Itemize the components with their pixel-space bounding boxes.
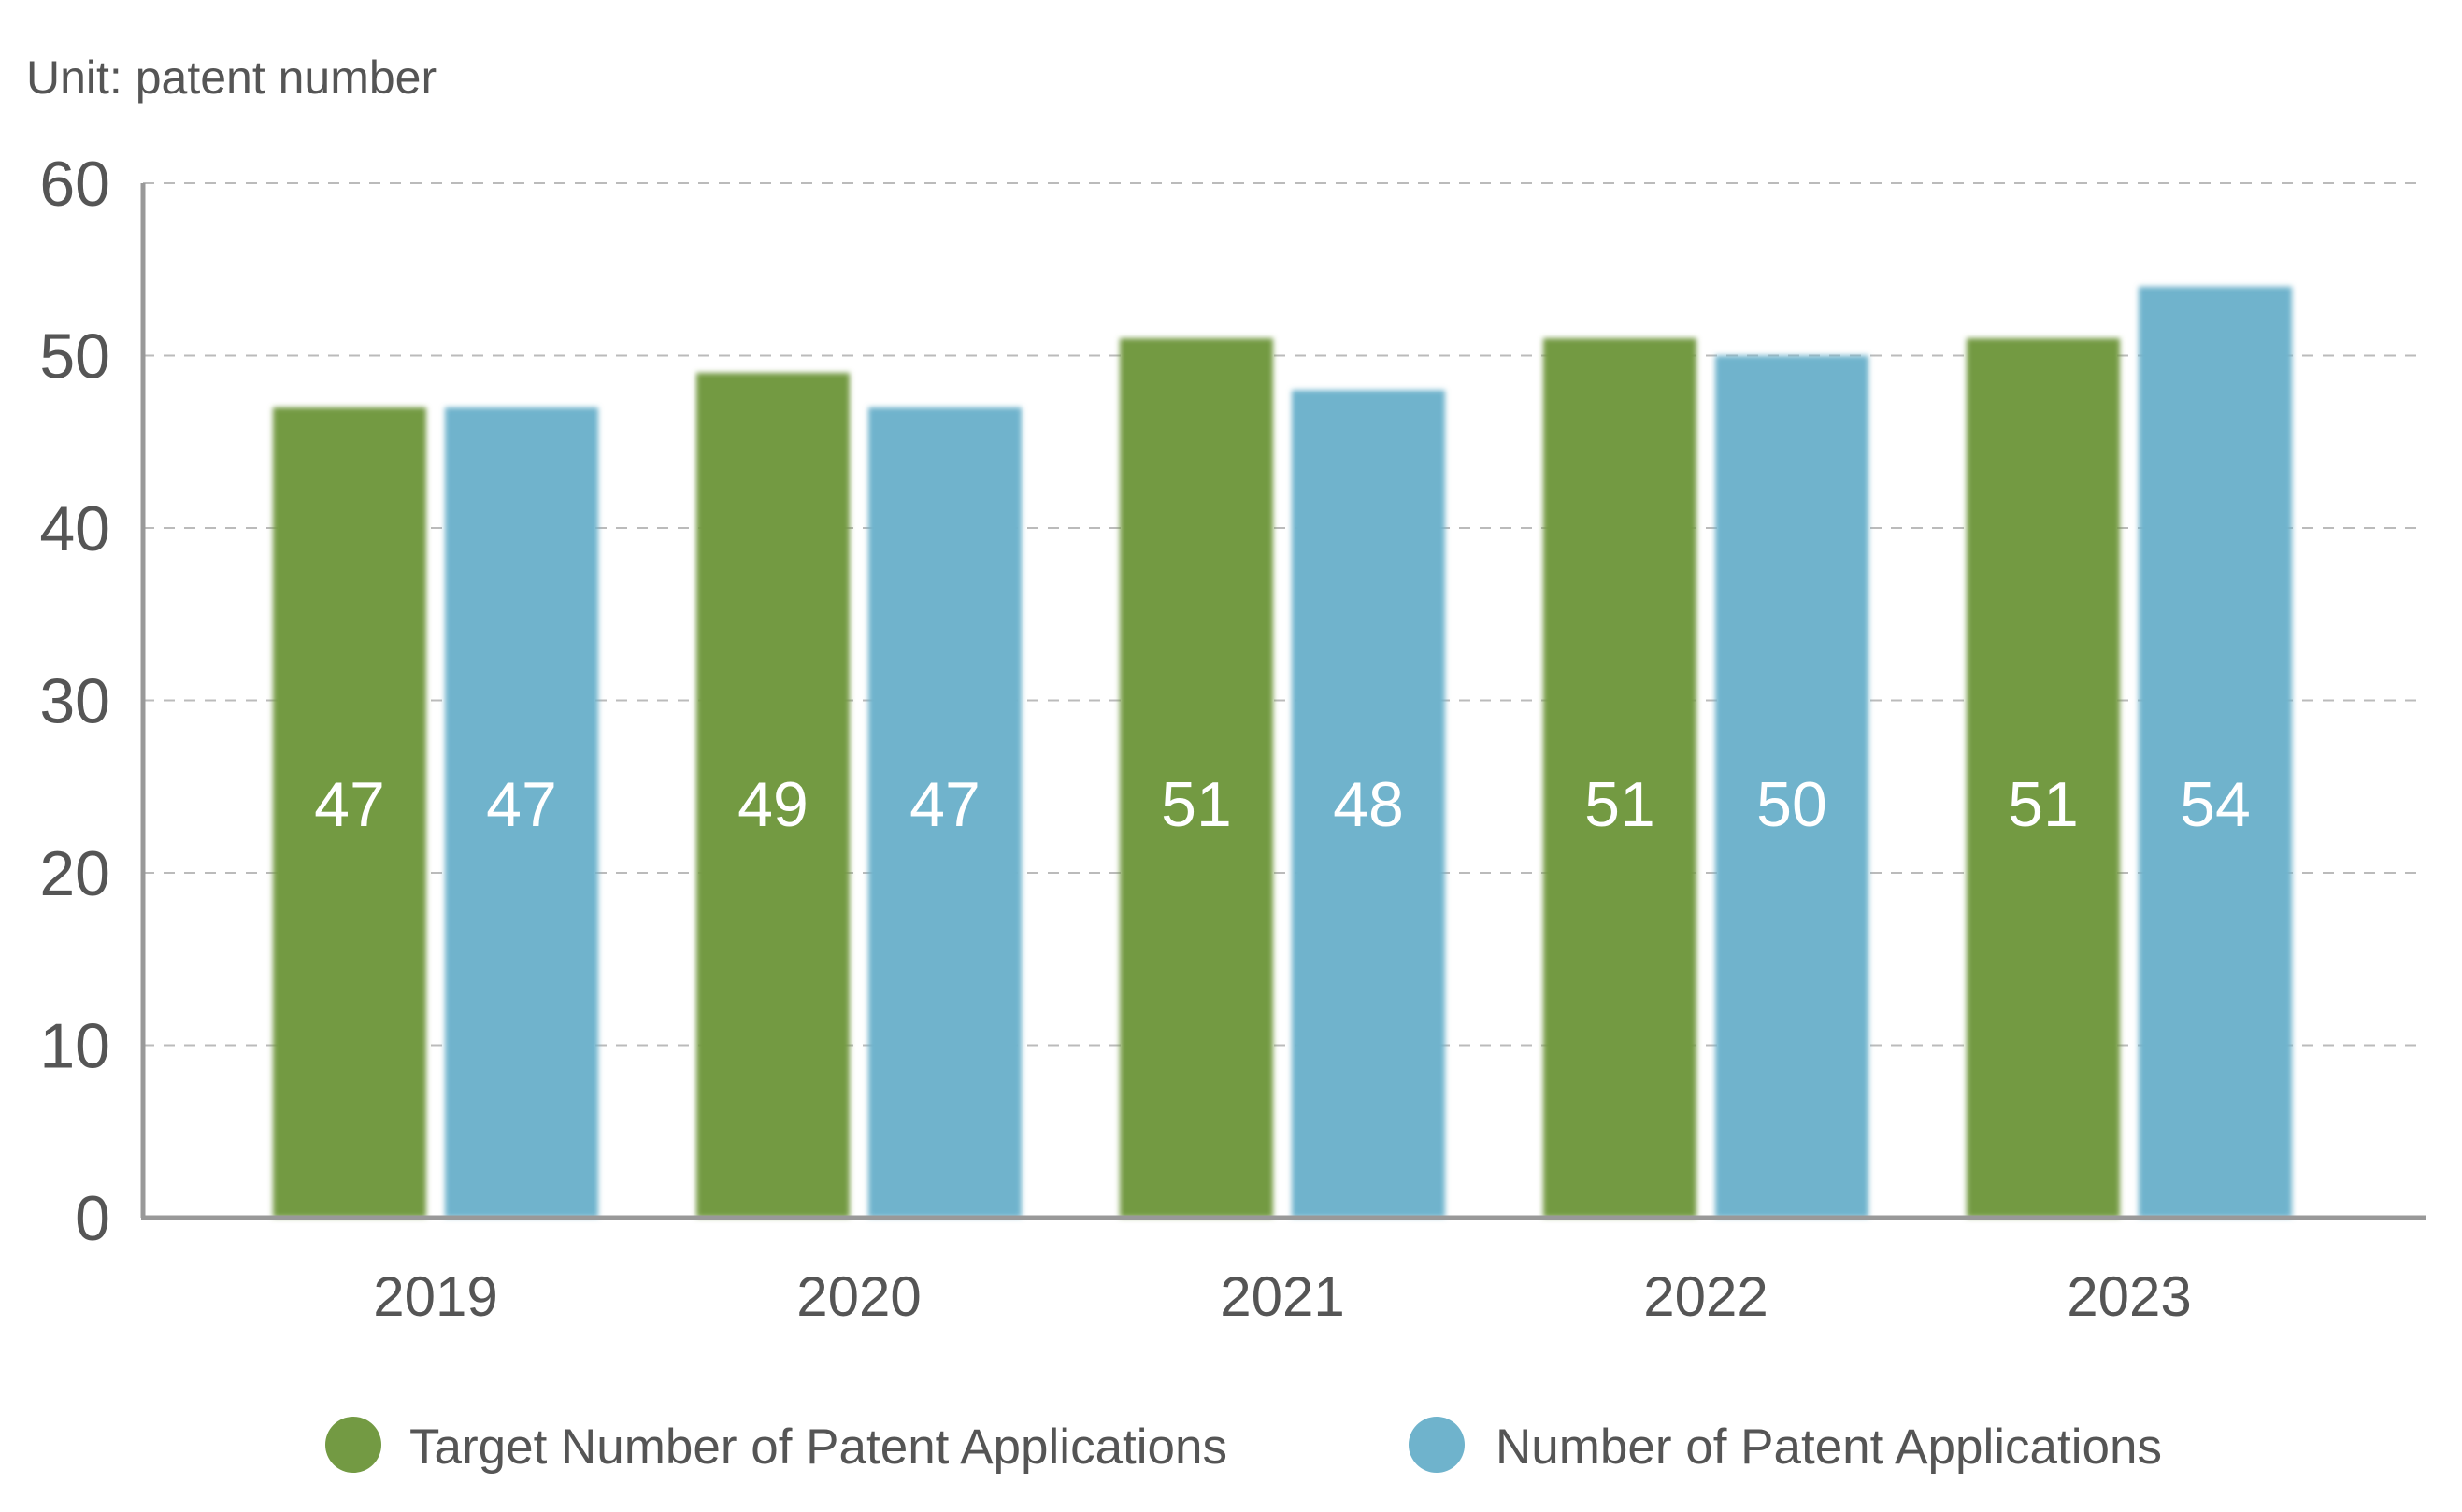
data-label: 50 [1756,769,1827,840]
y-tick-label: 20 [39,838,110,909]
x-tick-labels: 2019 2020 2021 2022 2023 [373,1265,2191,1328]
x-tick-label: 2019 [373,1265,497,1328]
data-label: 51 [2008,769,2079,840]
y-tick-label: 60 [39,149,110,220]
unit-label: Unit: patent number [26,51,437,104]
legend-label: Number of Patent Applications [1496,1419,2162,1475]
data-label: 47 [909,769,981,840]
bar-actual [445,407,598,1219]
data-labels: 47 47 49 47 51 48 51 50 51 54 [314,769,2251,840]
x-tick-label: 2022 [1643,1265,1768,1328]
bar-target [696,372,850,1218]
data-label: 47 [486,769,557,840]
legend-marker [1409,1417,1465,1473]
bar-target [273,407,426,1219]
bar-target [1543,338,1696,1218]
data-label: 47 [314,769,385,840]
y-tick-label: 50 [39,321,110,392]
bar-actual [1715,355,1868,1218]
legend-label: Target Number of Patent Applications [409,1419,1227,1475]
x-tick-label: 2023 [2067,1265,2191,1328]
x-tick-label: 2021 [1220,1265,1344,1328]
y-tick-label: 10 [39,1011,110,1082]
bar-target [1120,338,1273,1218]
y-tick-label: 30 [39,666,110,737]
x-tick-label: 2020 [796,1265,921,1328]
bar-actual [1292,390,1445,1218]
bar-target [1967,338,2120,1218]
axes [140,183,2426,1220]
data-label: 54 [2180,769,2251,840]
bars [273,286,2292,1219]
bar-actual [868,407,1022,1219]
data-label: 51 [1161,769,1232,840]
y-tick-label: 0 [75,1183,110,1254]
data-label: 51 [1584,769,1655,840]
data-label: 49 [737,769,809,840]
legend-marker [325,1417,381,1473]
y-tick-labels: 0 10 20 30 40 50 60 [39,149,110,1254]
data-label: 48 [1333,769,1404,840]
legend: Target Number of Patent Applications Numb… [325,1417,2162,1475]
bar-actual [2139,286,2292,1218]
y-tick-label: 40 [39,493,110,564]
